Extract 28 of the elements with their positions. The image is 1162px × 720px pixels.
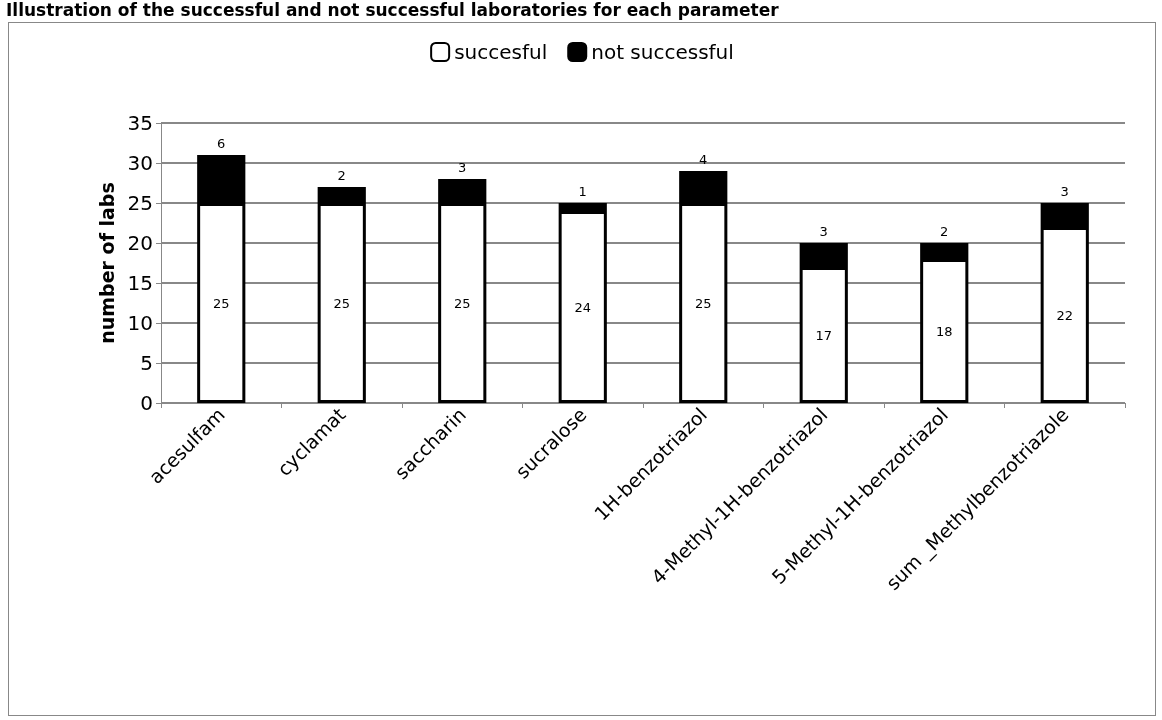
data-label: 25: [694, 295, 712, 311]
data-label: 18: [935, 323, 953, 339]
data-label: 17: [815, 327, 833, 343]
data-label: 2: [940, 224, 949, 239]
y-tick-label: 30: [127, 151, 153, 175]
data-label: 22: [1056, 307, 1074, 323]
data-label: 25: [212, 295, 230, 311]
data-label: 3: [819, 224, 828, 239]
y-tick-label: 25: [127, 191, 153, 215]
chart-title: Illustration of the successful and not successful laboratories for each parameter: [6, 0, 779, 20]
data-label: 3: [1060, 184, 1069, 199]
y-tick-label: 0: [140, 391, 153, 415]
y-tick-label: 15: [127, 271, 153, 295]
legend-label: succesful: [454, 40, 548, 64]
data-label: 4: [699, 152, 708, 167]
data-label: 24: [574, 299, 592, 315]
y-axis-title: number of labs: [96, 182, 119, 344]
y-tick-label: 20: [127, 231, 153, 255]
y-tick-label: 5: [140, 351, 153, 375]
data-label: 1: [578, 184, 587, 199]
data-label: 6: [217, 136, 226, 151]
data-label: 3: [458, 160, 467, 175]
data-label: 2: [337, 168, 346, 183]
y-tick-label: 10: [127, 311, 153, 335]
legend-label: not successful: [591, 40, 734, 64]
data-label: 25: [453, 295, 471, 311]
data-label: 25: [333, 295, 351, 311]
y-tick-label: 35: [127, 111, 153, 135]
